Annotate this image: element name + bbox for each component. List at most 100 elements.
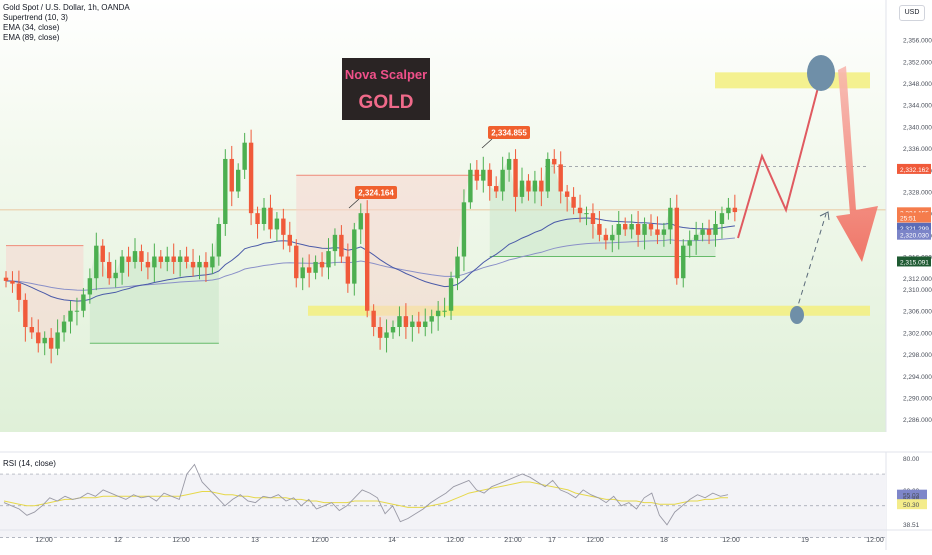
candle (642, 217, 647, 250)
candle-body (655, 229, 660, 235)
ema89-legend[interactable]: EMA (89, close) (3, 33, 60, 42)
candle-body (119, 256, 125, 273)
candle-body (571, 196, 576, 208)
candle-body (81, 294, 86, 311)
candle (261, 197, 267, 231)
candle (455, 246, 460, 291)
candle (158, 250, 163, 269)
candle-body (726, 207, 731, 214)
candle (384, 319, 389, 353)
price-axis-tick: 2,286.000 (903, 417, 932, 424)
candle (564, 184, 570, 212)
candle (281, 208, 286, 250)
candle-body (577, 207, 583, 214)
candle (184, 246, 189, 269)
price-tag-box (897, 207, 931, 218)
candle-body (474, 169, 480, 181)
nova-scalper-logo: Nova Scalper GOLD (342, 58, 430, 120)
currency-button[interactable]: USD (899, 5, 925, 21)
time-axis-tick: 12 (114, 537, 122, 544)
candle (706, 219, 712, 245)
candle-body (158, 256, 163, 262)
candle (532, 170, 538, 204)
candle (590, 203, 596, 239)
price-axis-tick: 2,344.000 (903, 103, 932, 110)
candle-body (203, 261, 209, 268)
candle-body (448, 278, 454, 311)
candle-body (132, 251, 138, 262)
supertrend-legend[interactable]: Supertrend (10, 3) (3, 13, 68, 22)
time-axis-tick: 12:00 (172, 537, 190, 544)
candle (506, 152, 512, 182)
candle (526, 174, 531, 201)
ema34-line (5, 217, 735, 302)
candle (100, 239, 105, 277)
candle-body (423, 321, 428, 327)
candle (558, 151, 563, 204)
candle-body (597, 224, 602, 235)
candle (145, 252, 151, 280)
candle (210, 243, 215, 274)
rsi-ma-line (3, 481, 728, 508)
candle (255, 206, 260, 239)
candle (726, 197, 731, 220)
price-tag-box (897, 163, 931, 174)
candle-body (268, 207, 273, 230)
candle-body (287, 234, 292, 246)
candle-body (377, 327, 383, 338)
candle-body (74, 310, 80, 312)
candle (87, 268, 93, 304)
candle (268, 194, 273, 239)
candle (623, 217, 628, 236)
price-tag-text: 25:51 (900, 215, 917, 222)
candle-body (255, 213, 260, 224)
time-axis-tick: 12:00 (866, 537, 884, 544)
candle (416, 311, 421, 334)
candle-body (165, 256, 170, 262)
candle-body (313, 261, 318, 273)
rsi-line (3, 463, 729, 526)
candle (165, 246, 170, 272)
candle (152, 243, 157, 283)
time-axis-tick: 17 (548, 537, 556, 544)
candle (442, 297, 447, 318)
symbol-title[interactable]: Gold Spot / U.S. Dollar, 1h, OANDA (3, 3, 130, 12)
candle (713, 210, 718, 247)
price-axis-tick: 2,294.000 (903, 374, 932, 381)
rsi-legend[interactable]: RSI (14, close) (3, 459, 56, 468)
price-tag-box (897, 256, 931, 267)
candle-body (339, 234, 344, 257)
candle-body (107, 261, 112, 279)
time-axis-tick: 12:00 (311, 537, 329, 544)
candle (494, 176, 499, 198)
candle (36, 319, 41, 353)
price-axis-tick: 2,302.000 (903, 330, 932, 337)
candle-body (248, 142, 254, 214)
candle (81, 287, 86, 318)
candle-body (68, 310, 73, 322)
price-axis-tick: 2,310.000 (903, 287, 932, 294)
candle (377, 317, 383, 350)
candle (410, 315, 415, 342)
candle-body (558, 164, 563, 192)
price-axis-tick: 2,336.000 (903, 146, 932, 153)
price-axis-tick: 2,298.000 (903, 352, 932, 359)
time-axis-tick: 12:00 (446, 537, 464, 544)
candle (474, 160, 480, 190)
ema34-legend[interactable]: EMA (34, close) (3, 23, 60, 32)
entry-circle (790, 306, 804, 324)
price-callout-text: 2,324.164 (358, 189, 394, 198)
candle-body (197, 261, 202, 268)
time-axis-tick: 12:00 (586, 537, 604, 544)
candle-body (442, 310, 447, 312)
price-callout-0: 2,334.855 (481, 126, 530, 149)
candle-body (500, 169, 505, 192)
candle-body (55, 332, 60, 349)
price-tag-box (897, 229, 931, 240)
candle (74, 297, 80, 326)
candle-body (603, 234, 609, 241)
candle (223, 149, 228, 236)
price-axis-tick: 2,312.000 (903, 276, 932, 283)
price-axis-tick: 2,328.000 (903, 189, 932, 196)
